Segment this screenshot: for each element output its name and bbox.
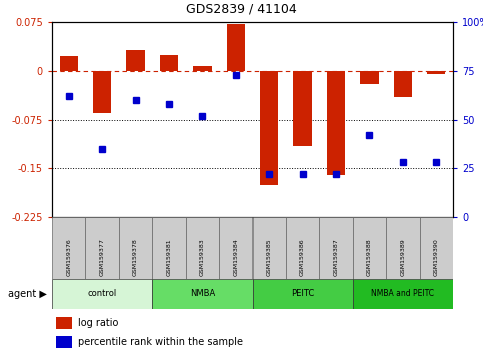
Bar	[427, 71, 445, 74]
Bar	[52, 217, 85, 279]
Text: GSM159390: GSM159390	[434, 238, 439, 276]
Bar	[185, 217, 219, 279]
Text: GSM159389: GSM159389	[400, 238, 405, 276]
Bar	[160, 55, 178, 71]
Bar	[420, 217, 453, 279]
Bar	[327, 71, 345, 175]
Bar	[394, 71, 412, 97]
Bar	[353, 217, 386, 279]
Text: GSM159384: GSM159384	[233, 238, 238, 276]
Text: GSM159383: GSM159383	[200, 238, 205, 276]
Bar	[353, 279, 453, 309]
Text: GSM159387: GSM159387	[334, 238, 339, 276]
Text: GSM159377: GSM159377	[99, 238, 105, 276]
Bar	[253, 279, 353, 309]
Bar	[59, 56, 78, 71]
Text: GSM159386: GSM159386	[300, 238, 305, 276]
Text: log ratio: log ratio	[78, 318, 118, 328]
Text: GDS2839 / 41104: GDS2839 / 41104	[186, 3, 297, 16]
Bar	[85, 217, 119, 279]
Bar	[219, 217, 253, 279]
Text: percentile rank within the sample: percentile rank within the sample	[78, 337, 243, 347]
Bar	[227, 24, 245, 71]
Bar	[386, 217, 420, 279]
Bar	[127, 50, 145, 71]
Bar	[286, 217, 319, 279]
Bar	[152, 279, 253, 309]
Bar	[360, 71, 379, 84]
Bar	[260, 71, 278, 184]
Bar	[152, 217, 185, 279]
Text: control: control	[87, 290, 117, 298]
Text: GSM159385: GSM159385	[267, 238, 272, 276]
Bar	[294, 71, 312, 145]
Bar	[56, 317, 72, 330]
Bar	[193, 65, 212, 71]
Bar	[253, 217, 286, 279]
Bar	[93, 71, 111, 113]
Text: NMBA: NMBA	[190, 290, 215, 298]
Text: NMBA and PEITC: NMBA and PEITC	[371, 290, 434, 298]
Text: GSM159381: GSM159381	[167, 238, 171, 276]
Text: agent ▶: agent ▶	[8, 289, 47, 299]
Text: GSM159388: GSM159388	[367, 238, 372, 276]
Text: PEITC: PEITC	[291, 290, 314, 298]
Bar	[52, 279, 152, 309]
Bar	[119, 217, 152, 279]
Bar	[56, 336, 72, 348]
Text: GSM159376: GSM159376	[66, 238, 71, 276]
Bar	[319, 217, 353, 279]
Text: GSM159378: GSM159378	[133, 238, 138, 276]
